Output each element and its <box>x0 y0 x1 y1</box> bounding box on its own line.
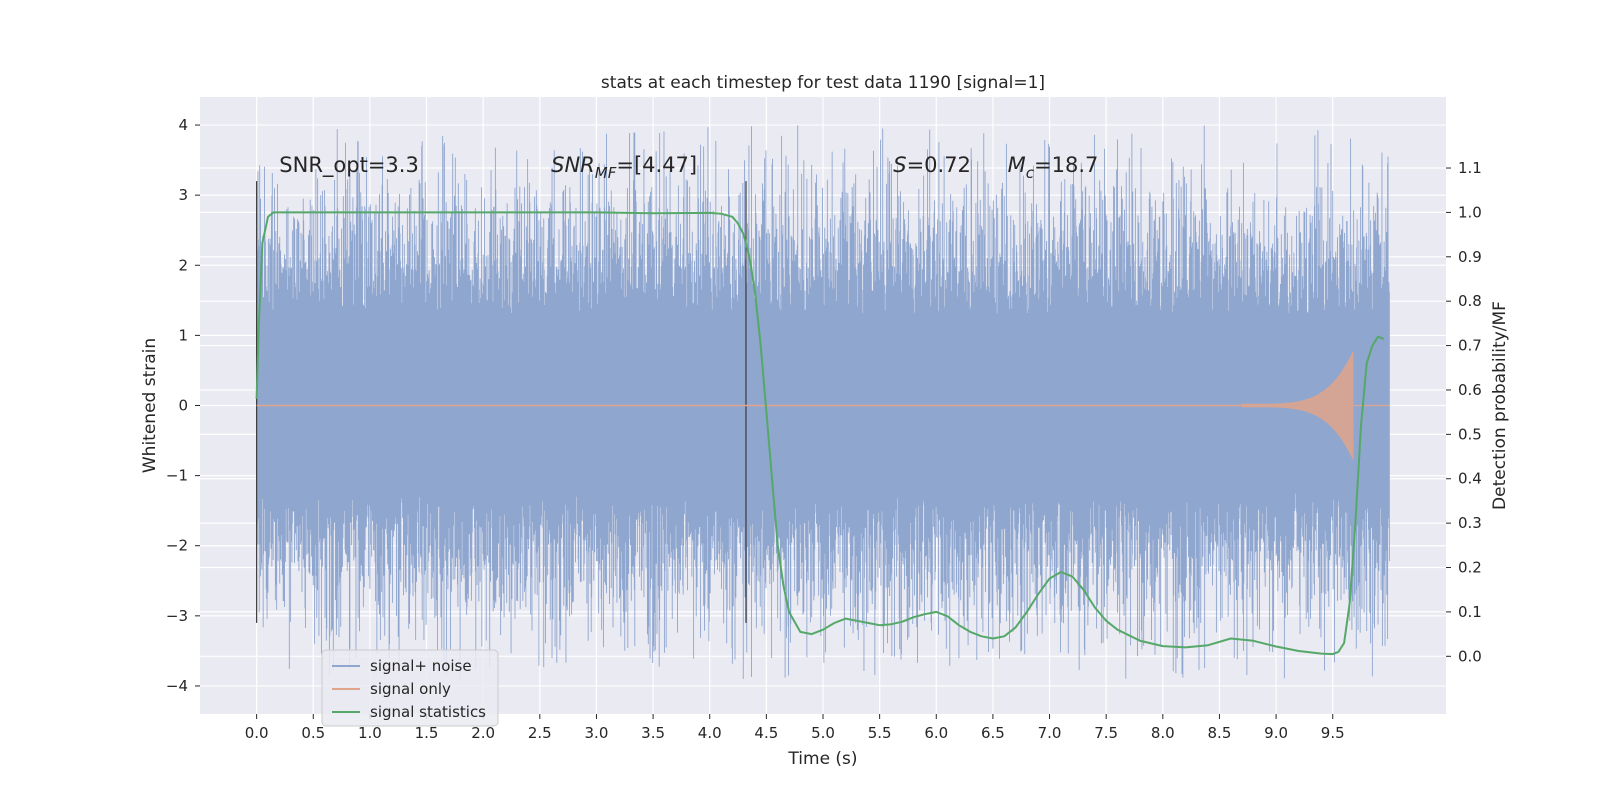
x-tick-label: 6.5 <box>981 724 1005 742</box>
x-tick-label: 6.0 <box>924 724 948 742</box>
x-tick-label: 4.5 <box>754 724 778 742</box>
annotation-sub: c <box>1026 164 1035 182</box>
x-tick-label: 9.0 <box>1264 724 1288 742</box>
annotation-suffix: =18.7 <box>1034 153 1098 177</box>
series-signal-only <box>256 351 1390 460</box>
x-tick-label: 2.0 <box>471 724 495 742</box>
legend-box <box>321 649 499 727</box>
annotations: SNR_opt=3.3 SNRMF=[4.47] S=0.72 Mc=18.7 <box>279 153 1098 182</box>
y-axis-label: Whitened strain <box>140 338 160 473</box>
legend-label: signal only <box>370 680 451 698</box>
legend-label: signal statistics <box>370 703 486 721</box>
x-tick-label: 5.5 <box>868 724 892 742</box>
y-right-tick-label: 1.1 <box>1458 159 1482 177</box>
y-right-tick-label: 0.3 <box>1458 514 1482 532</box>
x-tick-label: 3.5 <box>641 724 665 742</box>
y-tick-label: −2 <box>166 537 188 555</box>
y-right-tick-label: 0.0 <box>1458 647 1482 665</box>
x-tick-label: 5.0 <box>811 724 835 742</box>
annotation-suffix: =[4.47] <box>616 153 697 177</box>
y-right-tick-label: 0.2 <box>1458 559 1482 577</box>
x-tick-label: 1.0 <box>358 724 382 742</box>
annotation-suffix: =0.72 <box>907 153 971 177</box>
x-axis-label: Time (s) <box>787 749 857 769</box>
annotation-snr-opt: SNR_opt=3.3 <box>279 153 419 178</box>
annotation-mc-val: Mc=18.7 <box>1008 153 1099 182</box>
y-tick-label: −3 <box>166 607 188 625</box>
y-tick-label: 3 <box>178 186 188 204</box>
x-tick-label: 7.5 <box>1094 724 1118 742</box>
statistics-line <box>255 211 1385 656</box>
y-right-tick-label: 0.7 <box>1458 337 1482 355</box>
x-tick-label: 8.5 <box>1208 724 1232 742</box>
y-tick-label: −4 <box>166 677 188 695</box>
annotation-main: M <box>1008 153 1026 177</box>
y-right-tick-label: 0.8 <box>1458 292 1482 310</box>
y-tick-label: −1 <box>166 467 188 485</box>
annotation-italic: S <box>893 153 906 177</box>
x-tick-label: 1.5 <box>415 724 439 742</box>
x-tick-label: 3.0 <box>585 724 609 742</box>
annotation-sub: MF <box>595 164 617 182</box>
x-tick-label: 4.0 <box>698 724 722 742</box>
vertical-lines <box>256 181 747 623</box>
y-tick-label: 0 <box>178 397 188 415</box>
annotation-snr-mf: SNRMF=[4.47] <box>551 153 697 182</box>
y-right-tick-label: 0.4 <box>1458 470 1482 488</box>
axes: 0.0 0.5 1.0 1.5 2.0 2.5 3.0 3.5 4.0 4.5 5.0 5.5 6.0 6… <box>166 116 1482 742</box>
x-tick-label: 9.5 <box>1321 724 1345 742</box>
y-tick-label: 4 <box>178 116 188 134</box>
annotation-main: SNR <box>551 153 595 177</box>
y-tick-label: 1 <box>178 326 188 344</box>
x-tick-label: 2.5 <box>528 724 552 742</box>
y-right-tick-label: 0.9 <box>1458 248 1482 266</box>
legend-label: signal+ noise <box>370 657 472 675</box>
legend: signal+ noise signal only signal statistic… <box>321 649 499 727</box>
y-tick-label: 2 <box>178 256 188 274</box>
x-tick-label: 0.5 <box>301 724 325 742</box>
annotation-s-val: S=0.72 <box>893 153 971 177</box>
y-axis-right-label: Detection probability/MF <box>1490 301 1510 510</box>
x-tick-label: 7.0 <box>1038 724 1062 742</box>
y-right-tick-label: 0.5 <box>1458 425 1482 443</box>
x-tick-label: 8.0 <box>1151 724 1175 742</box>
y-right-tick-label: 0.6 <box>1458 381 1482 399</box>
series-signal-statistics <box>255 211 1385 656</box>
chart-title: stats at each timestep for test data 119… <box>601 73 1045 93</box>
series-signal-noise <box>256 125 1390 679</box>
y-right-tick-label: 0.1 <box>1458 603 1482 621</box>
y-right-tick-label: 1.0 <box>1458 203 1482 221</box>
x-tick-label: 0.0 <box>245 724 269 742</box>
signal-chirp <box>1241 351 1354 460</box>
